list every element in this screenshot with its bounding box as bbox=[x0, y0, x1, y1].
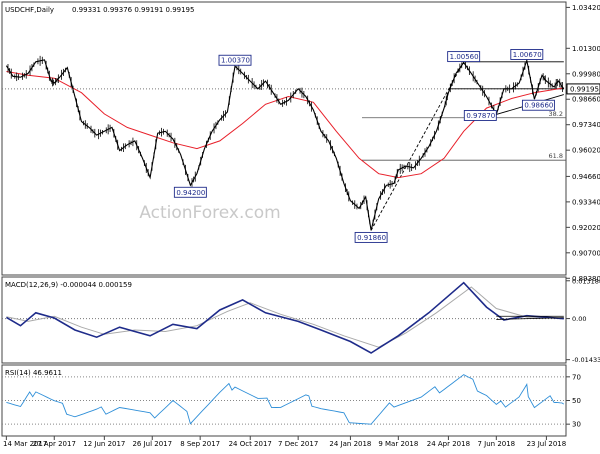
y-tick-label: 0.96020 bbox=[572, 147, 600, 155]
price-annotation-box bbox=[173, 186, 207, 198]
price-header-symbol: USDCHF,Daily bbox=[5, 6, 54, 14]
macd-tick-label: 0.00 bbox=[572, 315, 586, 323]
price-frame bbox=[1, 1, 567, 276]
macd-tick-label: -0.014339 bbox=[572, 356, 600, 364]
rsi-panel: 70 50 30 RSI(14) 46.9611 bbox=[2, 369, 581, 429]
x-tick-label: 7 Dec 2017 bbox=[278, 440, 318, 448]
macd-signal-line bbox=[6, 286, 564, 348]
x-tick-label: 7 Jun 2018 bbox=[477, 440, 515, 448]
price-annotation-box bbox=[218, 54, 252, 66]
trendline bbox=[370, 61, 465, 231]
rsi-tick-label: 70 bbox=[572, 373, 581, 381]
y-tick-label: 1.01300 bbox=[572, 45, 600, 53]
ma-line bbox=[6, 71, 564, 179]
rsi-tick-label: 30 bbox=[572, 421, 581, 429]
current-price-box bbox=[566, 83, 600, 95]
fib-label: 61.8 bbox=[549, 152, 563, 160]
x-tick-label: 24 Oct 2017 bbox=[229, 440, 272, 448]
y-tick-label: 0.89380 bbox=[572, 275, 600, 283]
x-tick-label: 23 Jul 2018 bbox=[527, 440, 567, 448]
y-tick-label: 0.93340 bbox=[572, 198, 600, 206]
price-annotation-box bbox=[447, 51, 481, 63]
price-annotation-box bbox=[510, 49, 544, 60]
price-header-ohlc: 0.99331 0.99376 0.99191 0.99195 bbox=[72, 6, 194, 14]
price-annotation-label: 0.98660 bbox=[524, 102, 553, 110]
x-tick-label: 9 Mar 2018 bbox=[378, 440, 418, 448]
macd-frame bbox=[1, 276, 567, 364]
price-annotation-box bbox=[521, 99, 555, 111]
x-tick-label: 8 Sep 2017 bbox=[180, 440, 220, 448]
x-tick-label: 12 Jun 2017 bbox=[83, 440, 125, 448]
fib-label: 38.2 bbox=[549, 110, 563, 118]
rsi-line bbox=[6, 374, 565, 425]
price-annotation-label: 0.94200 bbox=[176, 189, 205, 197]
y-tick-label: 0.94660 bbox=[572, 173, 600, 181]
macd-panel: 0.013184 0.00 -0.014339 MACD(12,26,9) -0.00… bbox=[2, 277, 600, 364]
macd-trendline bbox=[496, 317, 564, 320]
price-annotation-box bbox=[354, 231, 388, 243]
x-tick-label: 27 Apr 2017 bbox=[33, 440, 76, 448]
price-annotation-label: 0.91860 bbox=[357, 234, 386, 242]
current-price-label: 0.99195 bbox=[570, 85, 599, 93]
y-tick-label: 0.98660 bbox=[572, 96, 600, 104]
price-annotation-label: 1.00370 bbox=[221, 57, 250, 65]
y-tick-label: 1.03420 bbox=[572, 4, 600, 12]
x-tick-label: 26 Jul 2017 bbox=[132, 440, 172, 448]
rsi-header: RSI(14) 46.9611 bbox=[5, 369, 62, 377]
price-panel: ActionForex.com 1.03420 1.01300 0.99980 0.98… bbox=[2, 4, 600, 283]
y-tick-label: 0.97340 bbox=[572, 121, 600, 129]
y-tick-label: 0.99980 bbox=[572, 70, 600, 78]
macd-tick-label: 0.013184 bbox=[572, 277, 600, 285]
watermark: ActionForex.com bbox=[139, 203, 280, 223]
price-annotation-label: 1.00670 bbox=[513, 51, 542, 59]
y-tick-label: 0.92020 bbox=[572, 224, 600, 232]
y-tick-label: 0.90700 bbox=[572, 249, 600, 257]
x-tick-label: 24 Jan 2018 bbox=[329, 440, 371, 448]
x-tick-label: 24 Apr 2018 bbox=[427, 440, 470, 448]
price-line bbox=[5, 58, 565, 231]
price-annotation-label: 1.00560 bbox=[450, 53, 479, 61]
rsi-tick-label: 50 bbox=[572, 397, 581, 405]
macd-header: MACD(12,26,9) -0.000044 0.000159 bbox=[5, 281, 132, 289]
price-annotation-box bbox=[463, 110, 497, 121]
macd-line bbox=[5, 281, 564, 354]
price-annotation-label: 0.97870 bbox=[466, 112, 495, 120]
x-tick-label: 14 Mar 2017 bbox=[3, 440, 47, 448]
